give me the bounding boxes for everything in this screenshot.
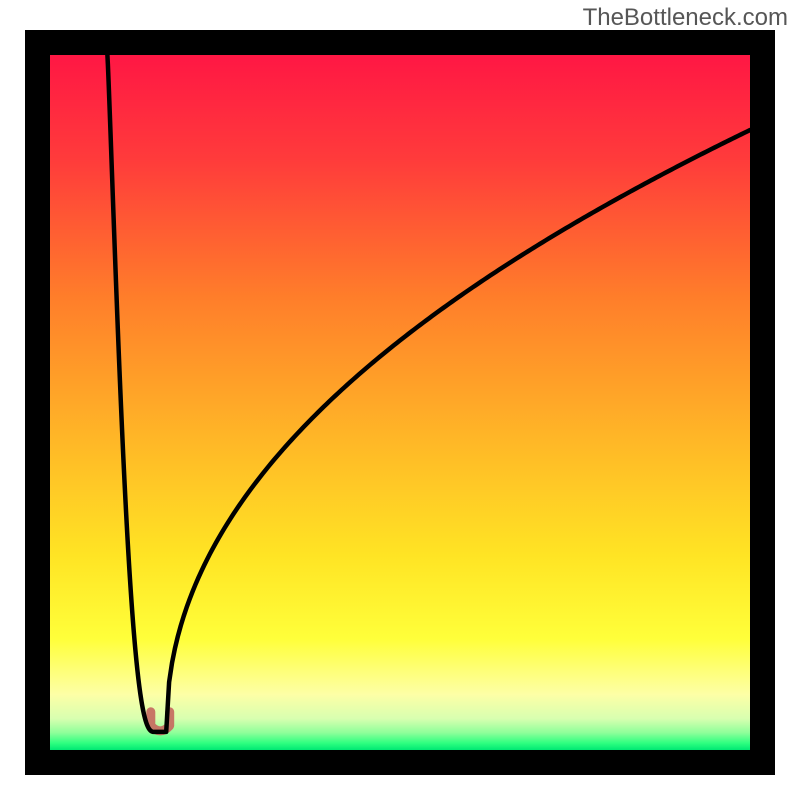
- gradient-background: [50, 55, 750, 750]
- chart-container: TheBottleneck.com: [0, 0, 800, 800]
- bottleneck-curve-chart: [0, 0, 800, 800]
- attribution-text: TheBottleneck.com: [583, 4, 788, 32]
